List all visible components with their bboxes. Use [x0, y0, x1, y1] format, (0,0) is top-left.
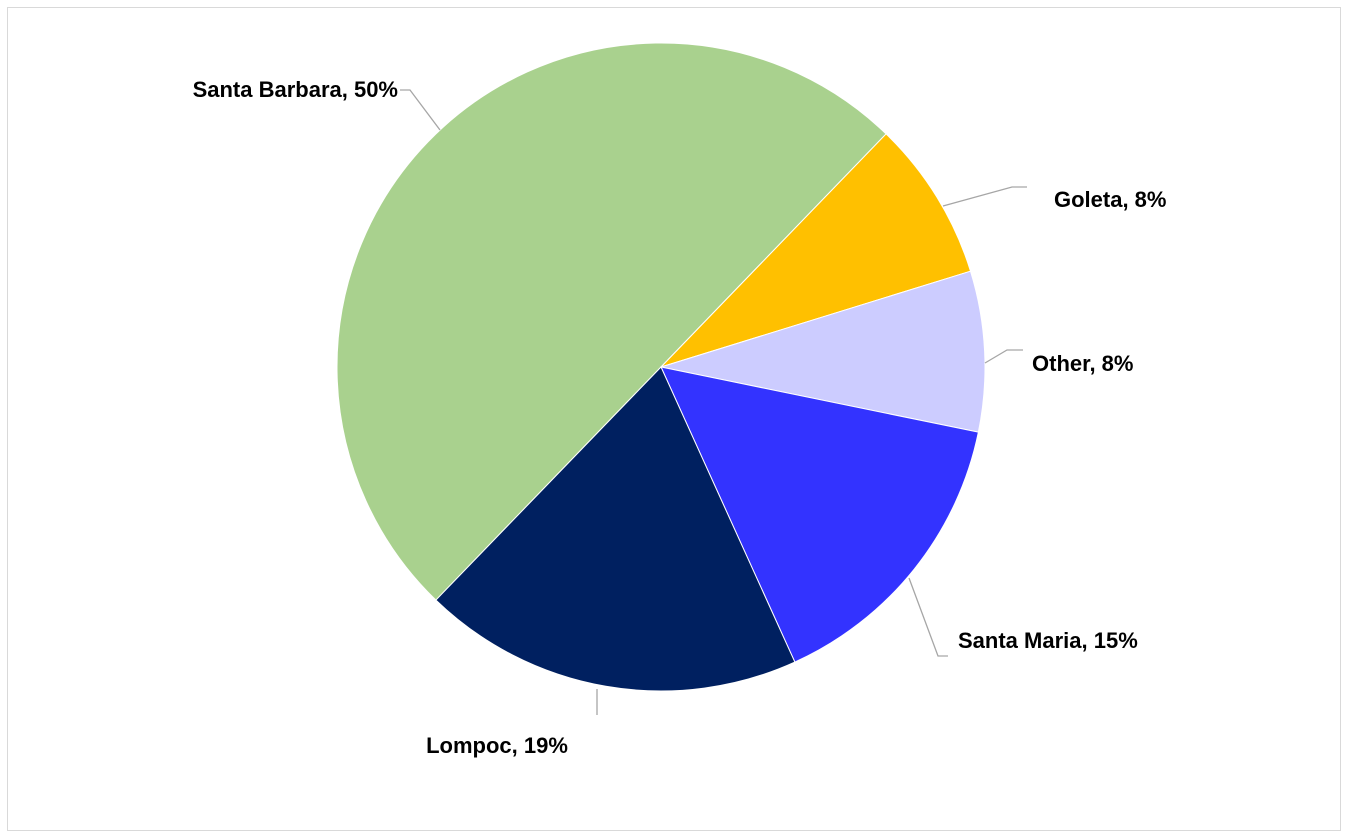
- data-label-goleta: Goleta, 8%: [1054, 187, 1166, 212]
- leader-line-goleta: [942, 186, 1027, 207]
- pie-slice-goleta: [660, 133, 972, 368]
- data-label-santa-maria: Santa Maria, 15%: [958, 628, 1138, 653]
- data-label-santa-barbara: Santa Barbara, 50%: [193, 77, 398, 102]
- pie-slice-lompoc: [435, 366, 796, 692]
- leader-line-other: [984, 349, 1023, 364]
- leader-lines: [400, 89, 1027, 715]
- pie-slice-other: [660, 270, 986, 433]
- pie-slice-santa-maria: [660, 366, 979, 663]
- data-label-other: Other, 8%: [1032, 351, 1133, 376]
- leader-line-santa-barbara: [400, 89, 441, 131]
- pie-slices: [336, 42, 986, 692]
- data-labels: Santa Barbara, 50% Goleta, 8% Other, 8% San…: [193, 77, 1167, 758]
- pie-slice-santa-barbara: [336, 42, 887, 601]
- data-label-lompoc: Lompoc, 19%: [426, 733, 568, 758]
- leader-line-santa-maria: [908, 577, 948, 657]
